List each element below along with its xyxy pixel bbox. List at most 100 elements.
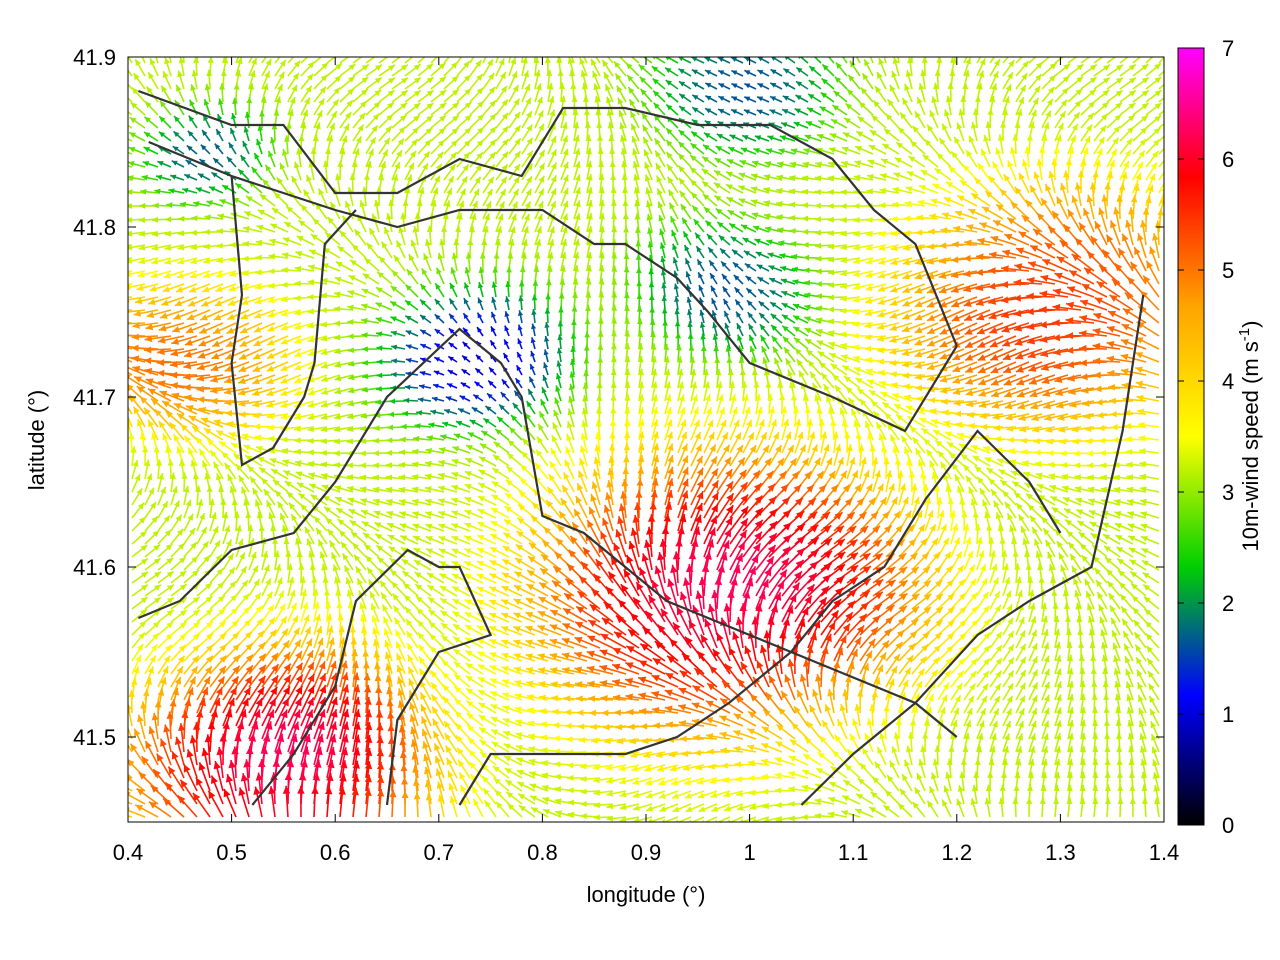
- wind-arrow: [603, 71, 614, 90]
- wind-arrow: [972, 108, 979, 129]
- wind-arrow: [326, 110, 338, 129]
- wind-arrow: [482, 72, 495, 90]
- wind-arrow: [989, 57, 996, 64]
- y-tick-label: 41.6: [73, 555, 116, 580]
- wind-arrow: [872, 100, 887, 116]
- x-tick-label: 1.2: [942, 840, 973, 865]
- wind-arrow: [534, 110, 544, 129]
- wind-arrow: [1080, 100, 1096, 116]
- wind-arrow: [352, 112, 366, 129]
- wind-arrow: [1118, 183, 1126, 207]
- wind-arrow: [945, 181, 965, 194]
- wind-arrow: [667, 176, 679, 194]
- wind-arrow: [1158, 96, 1164, 103]
- wind-arrow: [443, 114, 460, 129]
- wind-arrow: [930, 198, 952, 207]
- wind-arrow: [378, 149, 389, 168]
- wind-arrow: [861, 72, 874, 90]
- wind-arrow: [191, 215, 211, 222]
- wind-arrow: [469, 164, 483, 181]
- wind-arrow: [534, 96, 543, 116]
- wind-arrow: [508, 124, 522, 142]
- wind-arrow: [968, 135, 978, 155]
- wind-arrow: [1145, 150, 1159, 168]
- wind-arrow: [521, 188, 532, 207]
- wind-arrow: [1015, 84, 1027, 103]
- wind-arrow: [857, 115, 874, 129]
- wind-arrow: [1002, 57, 1010, 64]
- wind-arrow: [690, 130, 705, 142]
- wind-arrow: [547, 82, 554, 103]
- wind-arrow: [1041, 62, 1057, 77]
- wind-arrow: [960, 95, 967, 116]
- wind-arrow: [143, 116, 159, 129]
- wind-arrow: [917, 199, 939, 207]
- wind-arrow: [1145, 162, 1158, 181]
- wind-arrow: [889, 84, 900, 103]
- wind-arrow: [1106, 125, 1121, 142]
- wind-arrow: [308, 160, 315, 181]
- wind-arrow: [158, 115, 172, 129]
- wind-arrow: [911, 125, 926, 142]
- wind-arrow: [166, 202, 185, 208]
- wind-arrow: [784, 57, 796, 64]
- wind-arrow: [128, 151, 133, 155]
- wind-arrow: [916, 96, 926, 116]
- wind-arrow: [495, 138, 510, 155]
- wind-arrow: [794, 108, 809, 116]
- wind-arrow: [654, 150, 666, 168]
- wind-arrow: [641, 124, 653, 142]
- wind-arrow: [404, 162, 415, 181]
- y-tick-label: 41.9: [73, 45, 116, 70]
- wind-arrow: [751, 212, 770, 220]
- wind-arrow: [1080, 88, 1097, 103]
- wind-arrow: [287, 84, 298, 103]
- wind-arrow: [956, 122, 965, 142]
- wind-arrow: [777, 161, 796, 168]
- wind-arrow: [834, 76, 848, 90]
- wind-arrow: [920, 169, 939, 181]
- wind-arrow: [508, 84, 520, 103]
- wind-arrow: [195, 187, 211, 194]
- wind-arrow: [914, 110, 926, 129]
- wind-arrow: [391, 77, 409, 90]
- wind-arrow: [778, 148, 796, 155]
- wind-arrow: [962, 164, 978, 181]
- wind-arrow: [1039, 146, 1046, 168]
- wind-arrow: [782, 95, 796, 103]
- wind-arrow: [821, 77, 835, 90]
- wind-arrow: [989, 83, 997, 103]
- wind-arrow: [155, 57, 159, 64]
- wind-arrow: [143, 131, 159, 142]
- wind-arrow: [172, 145, 185, 155]
- wind-arrow: [128, 83, 133, 90]
- wind-arrow: [1041, 110, 1052, 129]
- wind-arrow: [677, 165, 692, 181]
- wind-arrow: [795, 66, 809, 77]
- wind-arrow: [738, 185, 757, 194]
- wind-arrow: [283, 135, 290, 155]
- wind-arrow: [547, 135, 557, 155]
- wind-arrow: [274, 59, 287, 77]
- wind-arrow: [495, 151, 509, 168]
- wind-arrow: [212, 157, 224, 168]
- wind-arrow: [547, 175, 557, 194]
- wind-arrow: [750, 199, 770, 207]
- wind-arrow: [630, 123, 640, 142]
- wind-arrow: [495, 112, 509, 129]
- wind-arrow: [769, 95, 783, 103]
- wind-arrow: [781, 108, 796, 116]
- wind-arrow: [274, 71, 285, 90]
- wind-arrow: [689, 179, 705, 194]
- wind-arrow: [326, 98, 340, 116]
- wind-arrow: [1012, 133, 1019, 155]
- wind-arrow: [404, 126, 420, 142]
- wind-arrow: [495, 71, 507, 90]
- wind-arrow: [352, 124, 365, 142]
- wind-arrow: [521, 57, 524, 64]
- wind-arrow: [846, 88, 861, 103]
- wind-arrow: [818, 119, 835, 129]
- wind-arrow: [842, 131, 861, 142]
- wind-arrow: [430, 62, 446, 77]
- wind-arrow: [845, 102, 861, 116]
